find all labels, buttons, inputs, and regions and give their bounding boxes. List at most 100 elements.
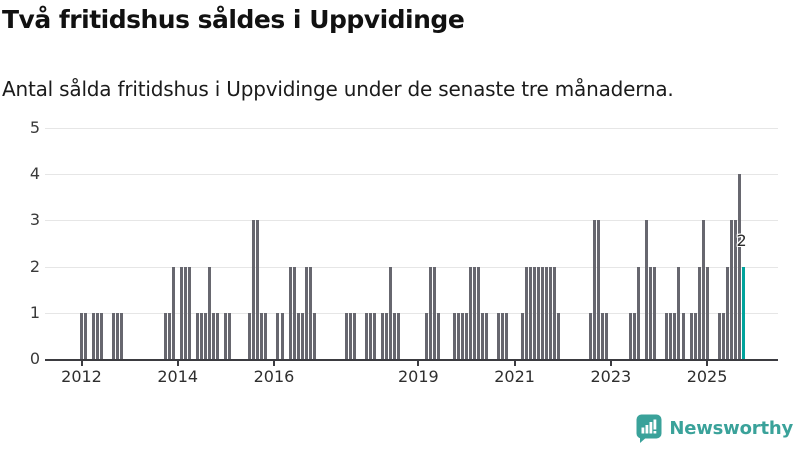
bar (669, 312, 673, 359)
bar (717, 312, 721, 359)
bar (553, 266, 557, 359)
bar (256, 220, 260, 359)
bar (701, 220, 705, 359)
bar (280, 312, 284, 359)
y-axis-label: 3 (29, 210, 40, 230)
bar (464, 312, 468, 359)
bar (352, 312, 356, 359)
bar (204, 312, 208, 359)
newsworthy-logo: Newsworthy (636, 414, 793, 443)
bar (260, 312, 264, 359)
bar (296, 312, 300, 359)
bar (557, 312, 561, 359)
x-axis-tick (176, 361, 179, 366)
bar (428, 266, 432, 359)
bar (545, 266, 549, 359)
bar (689, 312, 693, 359)
bar (292, 266, 296, 359)
gridline (45, 220, 778, 222)
bar (312, 312, 316, 359)
bar (96, 312, 100, 359)
x-axis-year-label: 2025 (686, 367, 728, 386)
bar-chart-speech-bubble-icon (636, 414, 662, 443)
bar (697, 266, 701, 359)
bar (456, 312, 460, 359)
bar (188, 266, 192, 359)
bar (725, 266, 729, 359)
gridline (45, 128, 778, 129)
bar (84, 312, 87, 359)
bar (92, 312, 96, 359)
bar (208, 266, 212, 359)
bar (529, 266, 533, 359)
bar (432, 266, 436, 359)
bar (649, 266, 653, 359)
bar (168, 312, 172, 359)
bar (733, 220, 737, 359)
bar (645, 220, 649, 359)
bar (521, 312, 525, 359)
gridline (45, 312, 778, 314)
x-axis-tick (272, 361, 275, 366)
x-axis-year-label: 2012 (61, 367, 102, 386)
chart-subtitle: Antal sålda fritidshus i Uppvidinge unde… (2, 77, 674, 101)
bar (505, 312, 509, 359)
bar (605, 312, 609, 359)
bar (304, 266, 308, 359)
bar (424, 312, 428, 359)
bar (589, 312, 593, 359)
x-axis-tick (609, 361, 612, 366)
bar (164, 312, 168, 359)
bar (224, 312, 228, 359)
bar (80, 312, 83, 359)
y-axis-label: 2 (29, 256, 40, 276)
x-axis-year-label: 2014 (157, 367, 199, 386)
bar (216, 312, 220, 359)
bar (485, 312, 488, 359)
bar (276, 312, 280, 359)
y-axis-label: 5 (29, 118, 40, 137)
bar (116, 312, 120, 359)
bar (392, 312, 396, 359)
y-axis-label: 4 (29, 164, 40, 184)
x-axis-year-label: 2016 (253, 367, 295, 386)
bar (460, 312, 464, 359)
bar (436, 312, 440, 359)
x-axis-tick (80, 361, 83, 366)
bar (481, 312, 484, 359)
brand-name: Newsworthy (669, 418, 793, 439)
bar (629, 312, 633, 359)
bar (525, 266, 529, 359)
bar (344, 312, 348, 359)
bar (468, 266, 472, 359)
bar (196, 312, 200, 359)
bar (288, 266, 292, 359)
bar (200, 312, 204, 359)
x-axis-tick (417, 361, 420, 366)
bar (721, 312, 725, 359)
bar (452, 312, 456, 359)
bar (384, 312, 388, 359)
y-axis-label: 0 (29, 349, 40, 368)
bar (653, 266, 657, 359)
bar (172, 266, 176, 359)
bar (637, 266, 641, 359)
bar (501, 312, 505, 359)
bar (372, 312, 376, 359)
x-axis-tick (513, 361, 516, 366)
bar (184, 266, 188, 359)
gridline (45, 266, 778, 268)
bar (248, 312, 252, 359)
x-axis-tick (706, 361, 709, 366)
bar-latest-highlight (741, 266, 745, 359)
bar (533, 266, 537, 359)
bar (593, 220, 597, 359)
bar (228, 312, 232, 359)
bar (388, 266, 392, 359)
bar (597, 220, 601, 359)
bar (380, 312, 384, 359)
bar (737, 174, 741, 359)
bar (308, 266, 312, 359)
x-axis-year-label: 2019 (397, 367, 439, 386)
